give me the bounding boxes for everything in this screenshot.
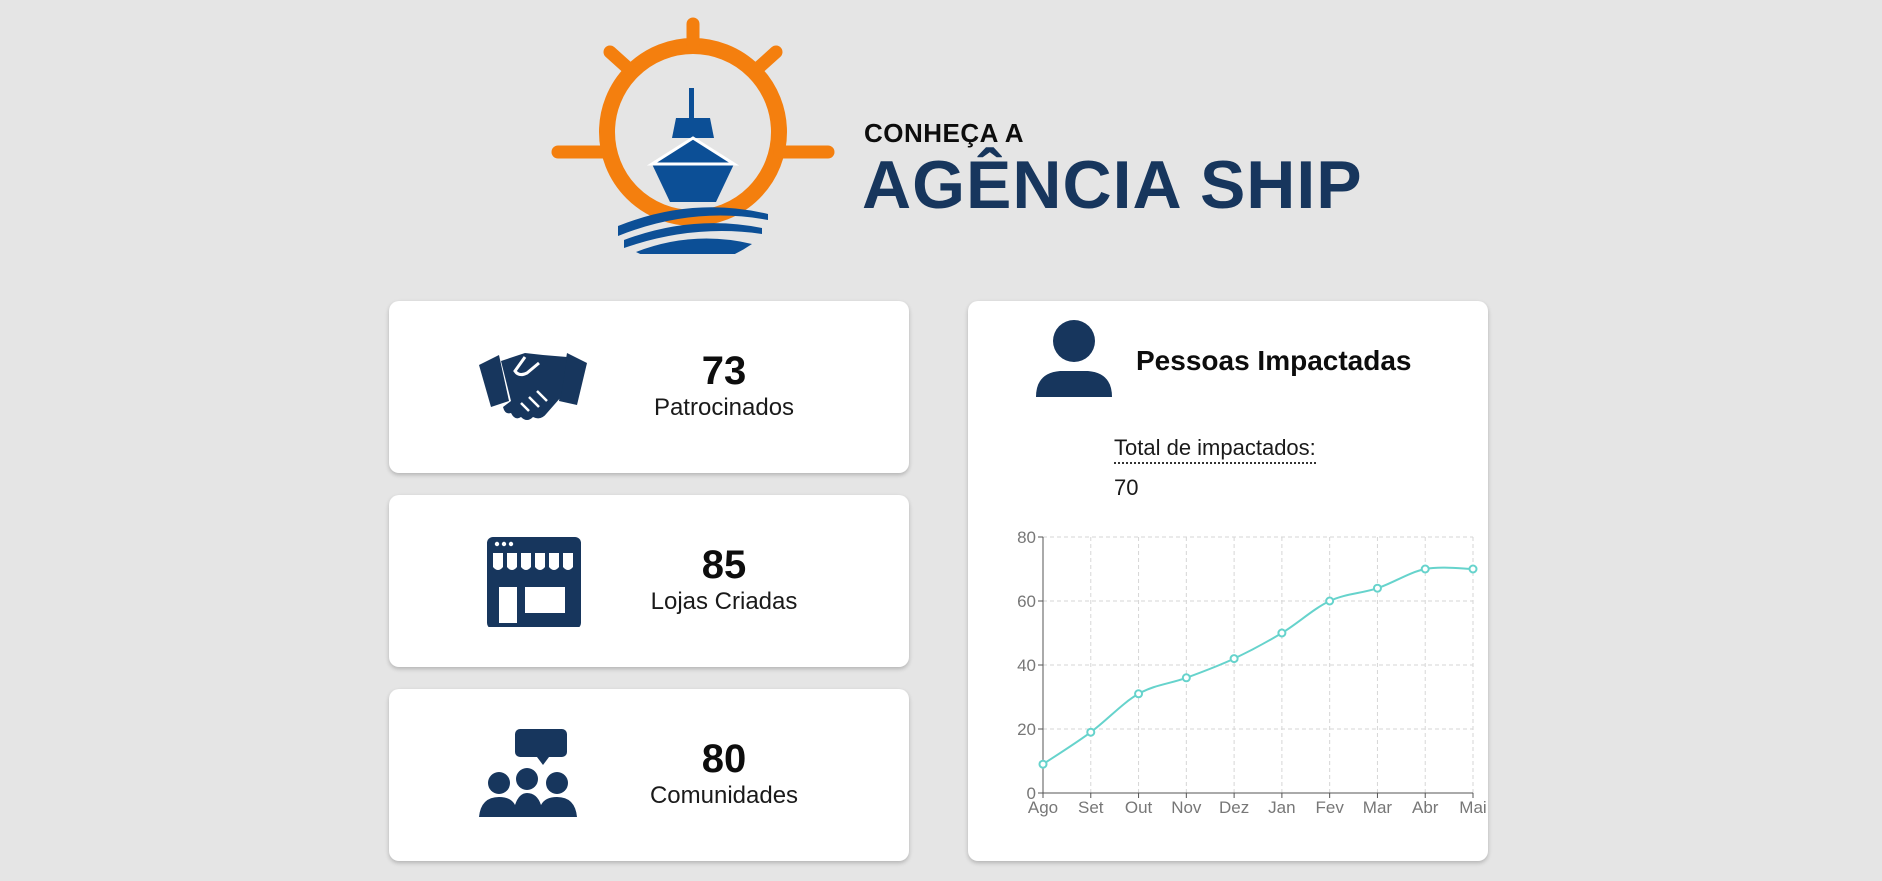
stat-label: Lojas Criadas [650,588,798,615]
header-title: AGÊNCIA SHIP [862,147,1363,223]
data-point [1468,564,1478,574]
community-icon [479,729,577,817]
stat-value: 73 [701,349,747,393]
x-tick-label: Nov [1171,798,1202,817]
y-tick-label: 40 [1017,656,1036,675]
x-tick-label: Jan [1268,798,1295,817]
data-point [1229,654,1239,664]
x-tick-label: Out [1125,798,1153,817]
stat-value: 85 [701,543,747,587]
data-point [1325,596,1335,606]
total-value: 70 [1114,475,1139,500]
person-icon [1036,320,1112,397]
x-tick-label: Mar [1363,798,1393,817]
header-subtitle: CONHEÇA A [864,118,1025,148]
y-tick-label: 20 [1017,720,1036,739]
handshake-icon [479,353,587,420]
store-icon [487,537,581,627]
x-tick-label: Fev [1315,798,1344,817]
y-tick-label: 0 [1027,784,1036,803]
stat-value: 80 [701,737,747,781]
y-tick-label: 80 [1017,528,1036,547]
data-point [1181,673,1191,683]
series-line [1042,566,1474,766]
chart-title: Pessoas Impactadas [1136,345,1412,376]
x-tick-label: Abr [1412,798,1439,817]
data-point [1277,628,1287,638]
stat-card-lojas-criadas: 85 Lojas Criadas [389,495,909,667]
impact-chart-card: Pessoas Impactadas Total de impactados: … [968,301,1488,861]
data-point [1086,727,1096,737]
stat-card-comunidades: 80 Comunidades [389,689,909,861]
data-point [1038,759,1048,769]
stat-card-patrocinados: 73 Patrocinados [389,301,909,473]
header: CONHEÇA A AGÊNCIA SHIP [548,14,1362,254]
data-point [1134,689,1144,699]
total-label[interactable]: Total de impactados: [1114,435,1316,464]
data-point [1372,583,1382,593]
x-tick-label: Set [1078,798,1104,817]
x-tick-label: Dez [1219,798,1249,817]
ship-wheel-logo-icon [551,17,835,254]
x-tick-label: Ago [1028,798,1058,817]
y-tick-label: 60 [1017,592,1036,611]
stat-label: Comunidades [649,782,799,809]
impact-line-chart: 0 20 40 60 80 Ago Set Out Nov Dez Jan Fev Mar Abr Mai [1017,528,1487,817]
x-tick-label: Mai [1459,798,1486,817]
stat-label: Patrocinados [653,394,795,421]
data-point [1420,564,1430,574]
